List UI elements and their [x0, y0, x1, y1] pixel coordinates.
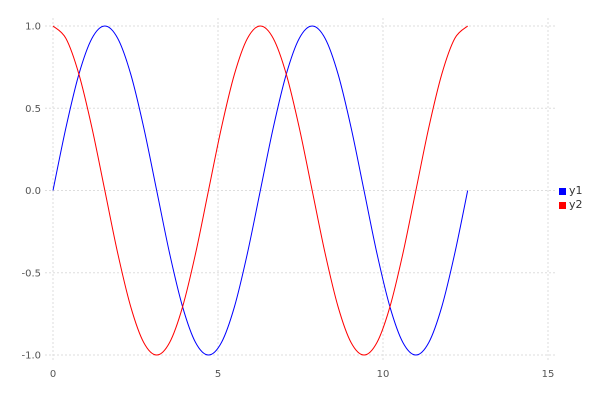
y-tick-label: 0.5	[25, 104, 41, 115]
y-tick-label: -1.0	[21, 351, 41, 362]
legend-swatch-y1	[559, 187, 566, 195]
grid	[45, 18, 555, 362]
legend-item-y2: y2	[559, 198, 583, 212]
legend: y1 y2	[559, 184, 583, 212]
x-tick-label: 5	[215, 369, 221, 380]
legend-label-y2: y2	[569, 198, 583, 211]
x-tick-label: 0	[50, 369, 56, 380]
series-line-y1	[52, 25, 469, 356]
series-lines	[52, 25, 469, 356]
legend-item-y1: y1	[559, 184, 583, 198]
y-tick-label: -0.5	[21, 268, 41, 279]
series-line-y2	[52, 25, 469, 356]
legend-label-y1: y1	[569, 184, 583, 197]
tick-labels: 0 5 10 15 -1.0 -0.5 0.0 0.5 1.0	[21, 22, 554, 381]
x-tick-label: 15	[542, 369, 555, 380]
y-tick-label: 0.0	[25, 186, 41, 197]
y-tick-label: 1.0	[25, 22, 41, 33]
legend-swatch-y2	[559, 201, 566, 209]
x-tick-label: 10	[377, 369, 390, 380]
